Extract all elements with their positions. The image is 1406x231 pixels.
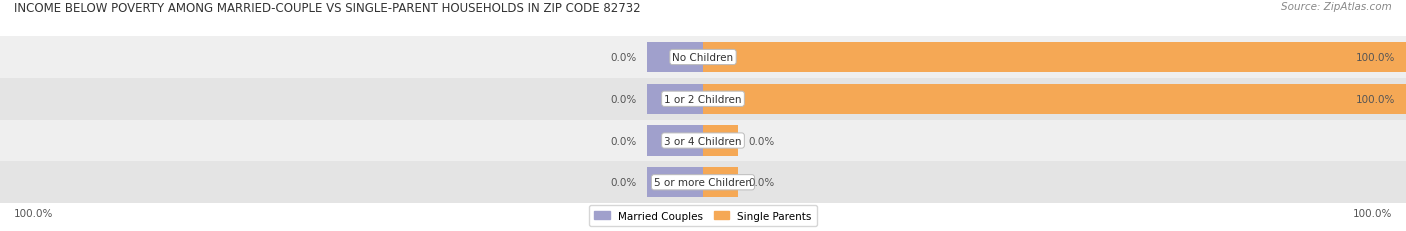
Bar — [0, 37, 1406, 79]
Text: 100.0%: 100.0% — [1355, 53, 1395, 63]
Text: 0.0%: 0.0% — [610, 94, 637, 104]
Text: INCOME BELOW POVERTY AMONG MARRIED-COUPLE VS SINGLE-PARENT HOUSEHOLDS IN ZIP COD: INCOME BELOW POVERTY AMONG MARRIED-COUPL… — [14, 2, 641, 15]
Text: 0.0%: 0.0% — [610, 53, 637, 63]
Text: 0.0%: 0.0% — [610, 177, 637, 188]
Text: 0.0%: 0.0% — [610, 136, 637, 146]
Bar — [0, 79, 1406, 120]
Bar — [647, 43, 703, 73]
Text: 3 or 4 Children: 3 or 4 Children — [664, 136, 742, 146]
Text: 100.0%: 100.0% — [1355, 94, 1395, 104]
Bar — [703, 126, 738, 156]
Bar — [703, 167, 738, 198]
Legend: Married Couples, Single Parents: Married Couples, Single Parents — [589, 206, 817, 226]
Text: 5 or more Children: 5 or more Children — [654, 177, 752, 188]
Bar — [0, 120, 1406, 162]
Bar — [703, 43, 1406, 73]
Bar — [647, 126, 703, 156]
Text: 100.0%: 100.0% — [1353, 208, 1392, 218]
Bar — [703, 84, 1406, 114]
Text: 0.0%: 0.0% — [749, 177, 775, 188]
Text: 0.0%: 0.0% — [749, 136, 775, 146]
Bar — [647, 167, 703, 198]
Text: Source: ZipAtlas.com: Source: ZipAtlas.com — [1281, 2, 1392, 12]
Text: 100.0%: 100.0% — [14, 208, 53, 218]
Bar — [647, 84, 703, 114]
Text: 1 or 2 Children: 1 or 2 Children — [664, 94, 742, 104]
Bar — [0, 162, 1406, 203]
Text: No Children: No Children — [672, 53, 734, 63]
